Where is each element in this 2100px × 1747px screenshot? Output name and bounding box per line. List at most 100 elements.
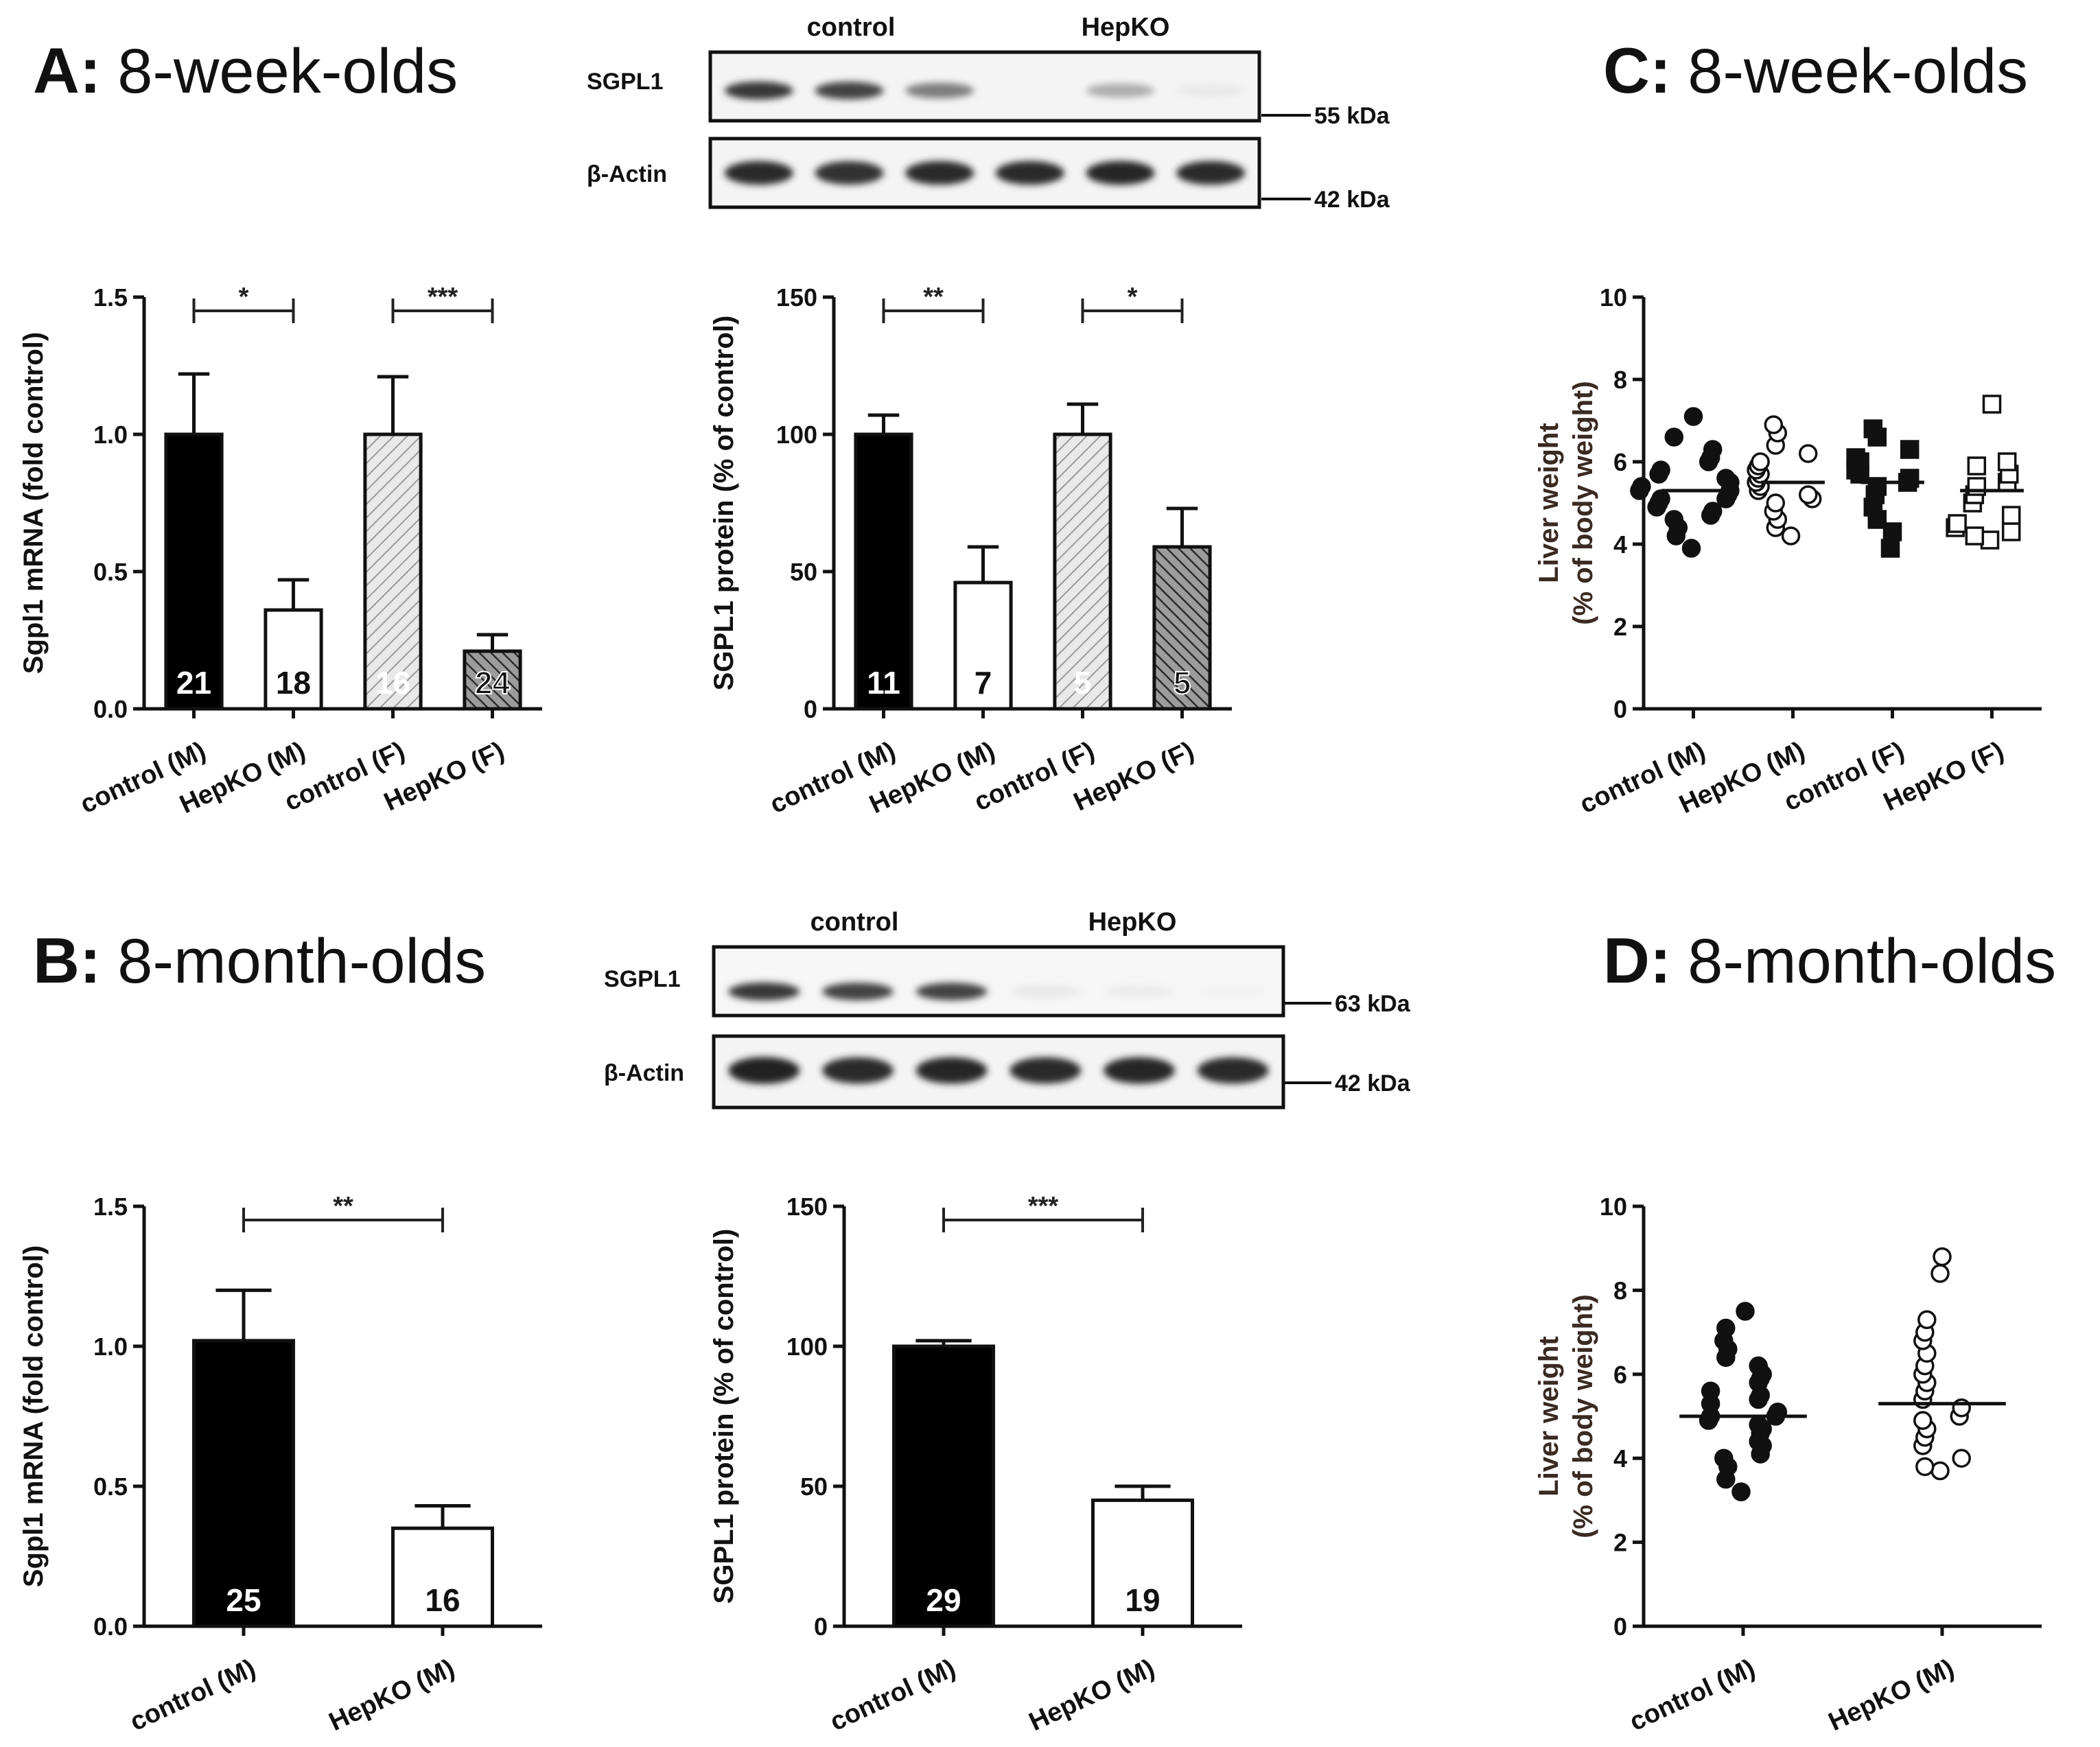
- blot-a-kda1: 55 kDa: [1314, 103, 1390, 129]
- a-mrna-bar-2: [264, 608, 323, 711]
- c-liver-point: [2001, 522, 2021, 541]
- a-protein-y-tick-label: 150: [776, 283, 817, 312]
- d-liver-point: [1913, 1411, 1933, 1430]
- a-protein-n-label: 5: [1074, 665, 1092, 701]
- c-liver-y-tick-label: 6: [1613, 448, 1627, 476]
- d-liver-point: [1736, 1302, 1755, 1321]
- a-mrna-bar-3: [363, 432, 423, 711]
- b-mrna-n-label: 16: [425, 1582, 460, 1618]
- b-protein-y-tick-label: 0: [814, 1613, 828, 1641]
- b-protein-sig-label: ***: [1028, 1192, 1059, 1221]
- blot-b-row1-frame: [712, 945, 1285, 1018]
- chart-a-protein: 0 50 100 150 SGPL1 protein (% of control) 11 7…: [709, 283, 1232, 819]
- c-liver-point: [1798, 485, 1818, 504]
- blot-b-row2-band-2: [822, 1057, 894, 1084]
- c-liver-point: [1900, 440, 1920, 459]
- c-liver-y-tick-label: 4: [1613, 530, 1627, 559]
- svg-text:A:8-week-olds: A: 8-week-olds: [33, 34, 458, 106]
- c-liver-point: [1716, 469, 1736, 488]
- d-liver-point: [1952, 1449, 1971, 1468]
- blot-a-row2-band-6: [1176, 161, 1246, 185]
- b-protein-y-tick-label: 100: [786, 1333, 828, 1361]
- blot-a-row1-label: SGPL1: [587, 69, 663, 95]
- b-mrna-category-label: control (M): [126, 1654, 260, 1737]
- b-mrna-bar-1: [192, 1339, 295, 1628]
- c-liver-y-tick-label: 2: [1613, 613, 1627, 641]
- blot-b-row1-bands: [728, 982, 1269, 1001]
- a-mrna-y-axis-label: Sgpl1 mRNA (fold control): [19, 332, 49, 674]
- blot-b-row1-band-1: [728, 982, 800, 1001]
- a-mrna-sig-label: *: [239, 283, 249, 312]
- d-liver-point: [1917, 1310, 1937, 1329]
- blot-b-row1-band-6: [1197, 985, 1269, 998]
- d-liver-point: [1930, 1461, 1950, 1481]
- c-liver-point: [1967, 456, 1987, 476]
- b-protein-y-axis-label: SGPL1 protein (% of control): [709, 1229, 739, 1604]
- blot-b-row2-band-1: [728, 1057, 800, 1084]
- blot-b-row2-band-4: [1010, 1057, 1082, 1084]
- b-protein-category-label: control (M): [826, 1654, 960, 1737]
- d-liver-point: [1749, 1356, 1768, 1376]
- blot-b-row1-band-3: [915, 983, 988, 1000]
- blot-b-row2-band-6: [1197, 1057, 1269, 1084]
- c-liver-point: [1703, 440, 1723, 459]
- panel-title-c: C: 8-week-olds: [1603, 34, 2028, 106]
- a-protein-n-label: 11: [867, 665, 900, 701]
- a-protein-sig-label: **: [923, 283, 944, 312]
- c-liver-point: [2001, 506, 2021, 525]
- c-liver-point: [1982, 395, 2002, 414]
- d-liver-y-tick-label: 10: [1600, 1193, 1627, 1221]
- chart-b-protein: 0 50 100 150 SGPL1 protein (% of control) 29 1…: [709, 1192, 1242, 1737]
- d-liver-category-label: control (M): [1625, 1654, 1760, 1737]
- a-protein-bar-4: [1152, 545, 1212, 711]
- b-mrna-y-tick-label: 1.5: [93, 1193, 128, 1221]
- blot-a-row1-frame: [708, 50, 1261, 123]
- c-liver-point: [1651, 489, 1670, 508]
- blot-b-row1-band-2: [822, 983, 894, 1000]
- blot-b-row1-band-5: [1104, 985, 1175, 998]
- panel-title-d: D: 8-month-olds: [1603, 924, 2056, 996]
- a-protein-y-tick-label: 100: [776, 421, 817, 449]
- b-mrna-sig-label: **: [333, 1192, 353, 1221]
- blot-a-row2-band-2: [815, 161, 884, 185]
- blot-a-row1-band-5: [1086, 83, 1155, 98]
- d-liver-point: [1749, 1415, 1768, 1434]
- d-liver-y-tick-label: 0: [1613, 1613, 1627, 1641]
- b-mrna-y-tick-label: 1.0: [93, 1333, 128, 1361]
- a-mrna-y-tick-label: 1.0: [93, 421, 128, 449]
- c-liver-point: [1846, 448, 1865, 467]
- blot-a-row2-band-5: [1086, 161, 1155, 185]
- c-liver-y-tick-label: 10: [1600, 283, 1627, 312]
- b-protein-bar-2: [1091, 1498, 1194, 1628]
- c-liver-point: [1880, 539, 1900, 558]
- chart-d-liver-weight: 0 2 4 6 8 10 Liver weight (% of body weight) con…: [1534, 1193, 2042, 1737]
- blot-b-kda1: 63 kDa: [1335, 991, 1411, 1017]
- blot-b-row1-band-4: [1010, 985, 1082, 998]
- western-blot-b: control HepKO SGPL1 β-Actin 63 kDa 42 kD…: [604, 908, 1411, 1110]
- c-liver-point: [1764, 415, 1784, 434]
- b-mrna-n-label: 25: [226, 1582, 261, 1618]
- a-mrna-bar-1: [164, 432, 224, 711]
- a-protein-sig-label: *: [1128, 283, 1138, 312]
- blot-a-row1-bands: [724, 81, 1246, 100]
- b-protein-bar-1: [892, 1344, 995, 1628]
- blot-b-row2-band-5: [1104, 1057, 1175, 1084]
- blot-a-row1-band-3: [905, 82, 975, 99]
- d-liver-point: [1915, 1457, 1935, 1477]
- b-protein-y-tick-label: 150: [786, 1193, 828, 1221]
- c-liver-point: [1681, 539, 1701, 558]
- c-liver-point: [1882, 522, 1902, 541]
- c-liver-point: [1664, 427, 1684, 447]
- a-mrna-n-label: 18: [276, 665, 311, 701]
- blot-a-row2-frame: [708, 137, 1261, 209]
- b-mrna-y-axis-label: Sgpl1 mRNA (fold control): [19, 1245, 49, 1587]
- a-protein-bar-2: [953, 581, 1013, 711]
- blot-b-row2-bands: [728, 1057, 1269, 1084]
- c-liver-point: [1751, 452, 1770, 471]
- c-liver-point: [1781, 526, 1801, 546]
- c-liver-y-tick-label: 8: [1613, 366, 1627, 394]
- d-liver-point: [1933, 1247, 1952, 1267]
- svg-text:C:8-week-olds: C: 8-week-olds: [1603, 34, 2028, 106]
- blot-a-row2-bands: [724, 161, 1246, 185]
